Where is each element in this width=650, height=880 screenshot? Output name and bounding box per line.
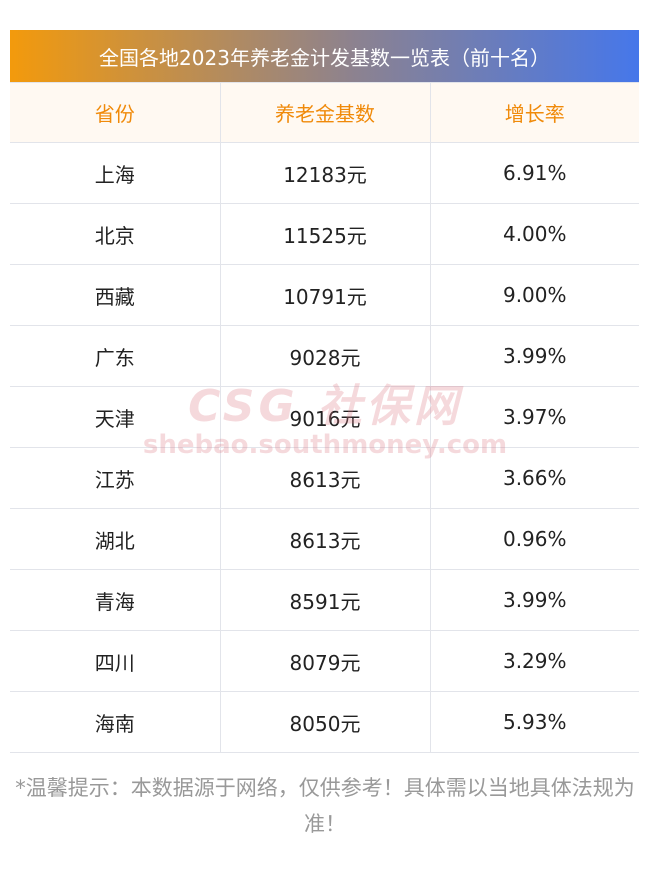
cell-province: 西藏 [10, 264, 221, 326]
cell-province: 海南 [10, 691, 221, 753]
table-title: 全国各地2023年养老金计发基数一览表（前十名） [10, 30, 639, 82]
table-row: 四川 8079元 3.29% [10, 630, 639, 692]
pension-table: 省份 养老金基数 增长率 上海 12183元 6.91% 北京 11525元 4.00% 西… [10, 82, 639, 753]
cell-province: 江苏 [10, 447, 221, 509]
cell-growth: 9.00% [429, 264, 639, 326]
header-province: 省份 [10, 82, 221, 143]
cell-base: 11525元 [219, 203, 431, 265]
cell-growth: 3.97% [429, 386, 639, 448]
cell-base: 8079元 [219, 630, 431, 692]
table-row: 江苏 8613元 3.66% [10, 447, 639, 509]
footer-note: *温馨提示：本数据源于网络，仅供参考！具体需以当地具体法规为准！ [15, 776, 635, 836]
table-row: 西藏 10791元 9.00% [10, 264, 639, 326]
cell-growth: 3.66% [429, 447, 639, 509]
cell-growth: 3.99% [429, 569, 639, 631]
cell-growth: 4.00% [429, 203, 639, 265]
cell-province: 广东 [10, 325, 221, 387]
cell-base: 8050元 [219, 691, 431, 753]
cell-province: 天津 [10, 386, 221, 448]
cell-growth: 6.91% [429, 142, 639, 204]
table-row: 湖北 8613元 0.96% [10, 508, 639, 570]
table-row: 上海 12183元 6.91% [10, 142, 639, 204]
cell-base: 8613元 [219, 508, 431, 570]
cell-province: 青海 [10, 569, 221, 631]
table-header-row: 省份 养老金基数 增长率 [10, 82, 639, 143]
cell-base: 10791元 [219, 264, 431, 326]
cell-growth: 3.99% [429, 325, 639, 387]
cell-growth: 3.29% [429, 630, 639, 692]
table-row: 海南 8050元 5.93% [10, 691, 639, 753]
cell-growth: 0.96% [429, 508, 639, 570]
table-row: 青海 8591元 3.99% [10, 569, 639, 631]
cell-base: 8591元 [219, 569, 431, 631]
header-base: 养老金基数 [219, 82, 431, 143]
cell-province: 四川 [10, 630, 221, 692]
cell-base: 8613元 [219, 447, 431, 509]
table-row: 北京 11525元 4.00% [10, 203, 639, 265]
cell-base: 9016元 [219, 386, 431, 448]
cell-province: 湖北 [10, 508, 221, 570]
cell-growth: 5.93% [429, 691, 639, 753]
table-row: 广东 9028元 3.99% [10, 325, 639, 387]
header-growth: 增长率 [429, 82, 639, 143]
cell-base: 9028元 [219, 325, 431, 387]
cell-province: 北京 [10, 203, 221, 265]
cell-base: 12183元 [219, 142, 431, 204]
cell-province: 上海 [10, 142, 221, 204]
table-row: 天津 9016元 3.97% [10, 386, 639, 448]
